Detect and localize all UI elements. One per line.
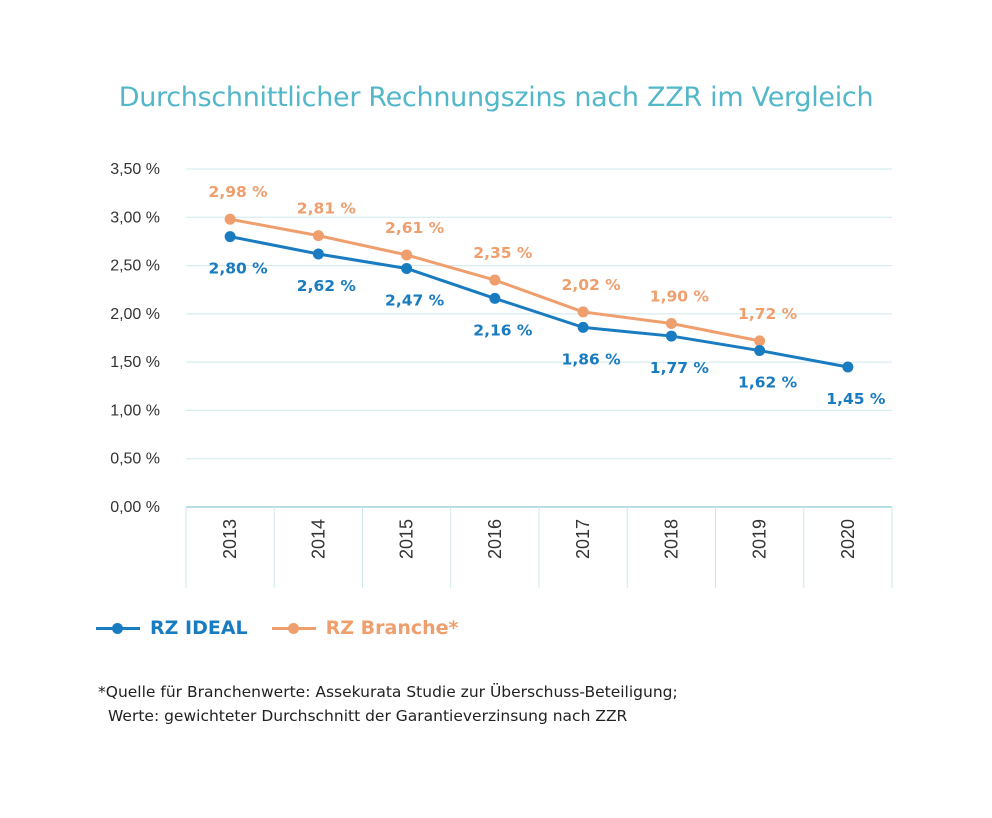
y-tick-label: 3,50 % [110, 161, 160, 178]
data-label-ideal: 1,45 % [826, 390, 886, 408]
legend-swatch-branche [271, 621, 316, 635]
data-label-ideal: 2,62 % [297, 277, 357, 295]
data-point-branche [754, 335, 766, 347]
data-label-branche: 2,02 % [562, 276, 622, 294]
data-point-ideal [842, 361, 854, 373]
y-tick-label: 0,50 % [110, 451, 160, 468]
data-point-branche [489, 274, 501, 286]
data-label-branche: 2,81 % [297, 200, 357, 218]
x-axis [185, 507, 893, 588]
data-point-branche [665, 318, 677, 330]
data-point-branche [224, 213, 236, 225]
x-tick-label: 2020 [838, 519, 858, 559]
x-tick-label: 2018 [661, 519, 681, 559]
data-point-ideal [577, 321, 589, 333]
series-line-ideal [229, 235, 849, 369]
x-tick-label: 2019 [750, 519, 770, 559]
y-tick-label: 2,00 % [110, 306, 160, 323]
data-label-ideal: 2,16 % [473, 321, 533, 339]
y-tick-label: 1,50 % [110, 354, 160, 371]
y-tick-label: 3,00 % [110, 209, 160, 226]
legend-label-ideal: RZ IDEAL [150, 617, 248, 639]
data-label-branche: 1,72 % [738, 305, 798, 323]
x-tick-label: 2014 [308, 519, 328, 559]
data-labels: 2,98 % 2,81 % 2,61 % 2,35 % 2,02 % 1,90 % 1,72… [209, 183, 886, 408]
data-label-ideal: 2,80 % [209, 260, 269, 278]
series [224, 213, 854, 373]
x-tick-label: 2016 [485, 519, 505, 559]
data-label-ideal: 1,86 % [562, 350, 622, 368]
data-label-branche: 2,35 % [473, 244, 533, 262]
legend-swatch-ideal [96, 621, 140, 635]
data-point-ideal [401, 262, 413, 274]
data-point-ideal [665, 330, 677, 342]
data-point-branche [577, 306, 589, 318]
legend-label-branche: RZ Branche* [325, 617, 459, 639]
x-tick-label: 2017 [573, 519, 593, 559]
y-tick-label: 0,00 % [110, 499, 160, 516]
data-point-branche [401, 249, 413, 261]
footnote: *Quelle für Branchenwerte: Assekurata St… [98, 680, 678, 728]
footnote-line-1: *Quelle für Branchenwerte: Assekurata St… [98, 683, 678, 701]
data-label-ideal: 1,62 % [738, 374, 798, 392]
legend-item-branche: RZ Branche* [271, 617, 459, 639]
data-point-ideal [312, 248, 324, 260]
y-tick-label: 2,50 % [110, 258, 160, 275]
y-axis-tick-labels: 0,00 % 0,50 % 1,00 % 1,50 % 2,00 % 2,50 % 3,00… [110, 161, 160, 516]
data-label-branche: 2,98 % [209, 183, 269, 201]
y-tick-label: 1,00 % [110, 402, 160, 419]
data-point-ideal [224, 231, 236, 243]
data-label-ideal: 2,47 % [385, 291, 445, 309]
grid-lines [186, 168, 892, 508]
data-point-ideal [489, 292, 501, 304]
chart-title: Durchschnittlicher Rechnungszins nach ZZ… [118, 82, 874, 113]
x-tick-label: 2015 [397, 519, 417, 559]
data-label-branche: 2,61 % [385, 219, 445, 237]
x-axis-tick-labels: 2013 2014 2015 2016 2017 2018 2019 2020 [220, 519, 858, 559]
data-point-ideal [754, 345, 766, 357]
x-tick-label: 2013 [220, 519, 240, 559]
data-label-ideal: 1,77 % [650, 359, 710, 377]
data-point-branche [312, 230, 324, 242]
legend-item-ideal: RZ IDEAL [96, 617, 248, 639]
legend: RZ IDEAL RZ Branche* [96, 614, 483, 642]
data-label-branche: 1,90 % [650, 288, 710, 306]
footnote-line-2: Werte: gewichteter Durchschnitt der Gara… [108, 707, 628, 725]
